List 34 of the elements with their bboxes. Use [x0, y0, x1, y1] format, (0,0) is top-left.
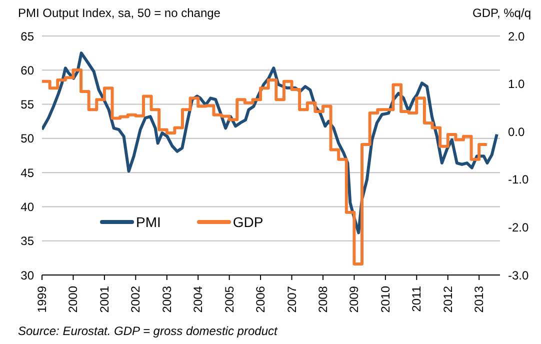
- x-tick-label: 2002: [128, 286, 143, 313]
- y-tick-label: 60: [20, 63, 34, 78]
- y-tick-label: 45: [20, 166, 34, 180]
- legend-label: GDP: [232, 214, 264, 230]
- y2-tick-label: 1.0: [508, 77, 526, 92]
- x-tick-label: 2006: [254, 286, 268, 313]
- x-tick-label: 2001: [97, 286, 112, 313]
- x-tick-label: 2000: [66, 286, 80, 313]
- x-tick-label: 2008: [316, 286, 330, 313]
- y2-tick-label: 0.0: [508, 124, 526, 139]
- x-tick-label: 2012: [440, 286, 455, 313]
- source-note: Source: Eurostat. GDP = gross domestic product: [18, 324, 278, 338]
- x-tick-label: 2005: [222, 286, 236, 313]
- x-tick-label: 2011: [410, 286, 424, 312]
- y-tick-label: 30: [20, 268, 34, 282]
- x-tick-label: 2013: [472, 286, 486, 313]
- y-tick-label: 50: [20, 132, 34, 146]
- x-tick-label: 1999: [35, 286, 49, 313]
- y2-tick-label: -1.0: [508, 172, 530, 187]
- y-tick-label: 35: [20, 234, 34, 248]
- x-tick-label: 2010: [378, 286, 392, 313]
- x-tick-label: 2003: [160, 286, 174, 313]
- y2-axis-title: GDP, %q/q: [472, 6, 531, 20]
- y2-tick-label: 2.0: [508, 29, 526, 44]
- y-axis-title: PMI Output Index, sa, 50 = no change: [18, 6, 220, 20]
- y-tick-label: 40: [20, 200, 34, 214]
- y-tick-label: 55: [20, 98, 34, 112]
- x-tick-label: 2004: [191, 286, 206, 313]
- y-tick-label: 65: [20, 29, 34, 44]
- legend-label: PMI: [136, 214, 161, 230]
- x-tick-label: 2007: [284, 286, 299, 313]
- y2-tick-label: -3.0: [508, 268, 530, 282]
- x-tick-label: 2009: [347, 286, 362, 313]
- y2-tick-label: -2.0: [508, 220, 530, 234]
